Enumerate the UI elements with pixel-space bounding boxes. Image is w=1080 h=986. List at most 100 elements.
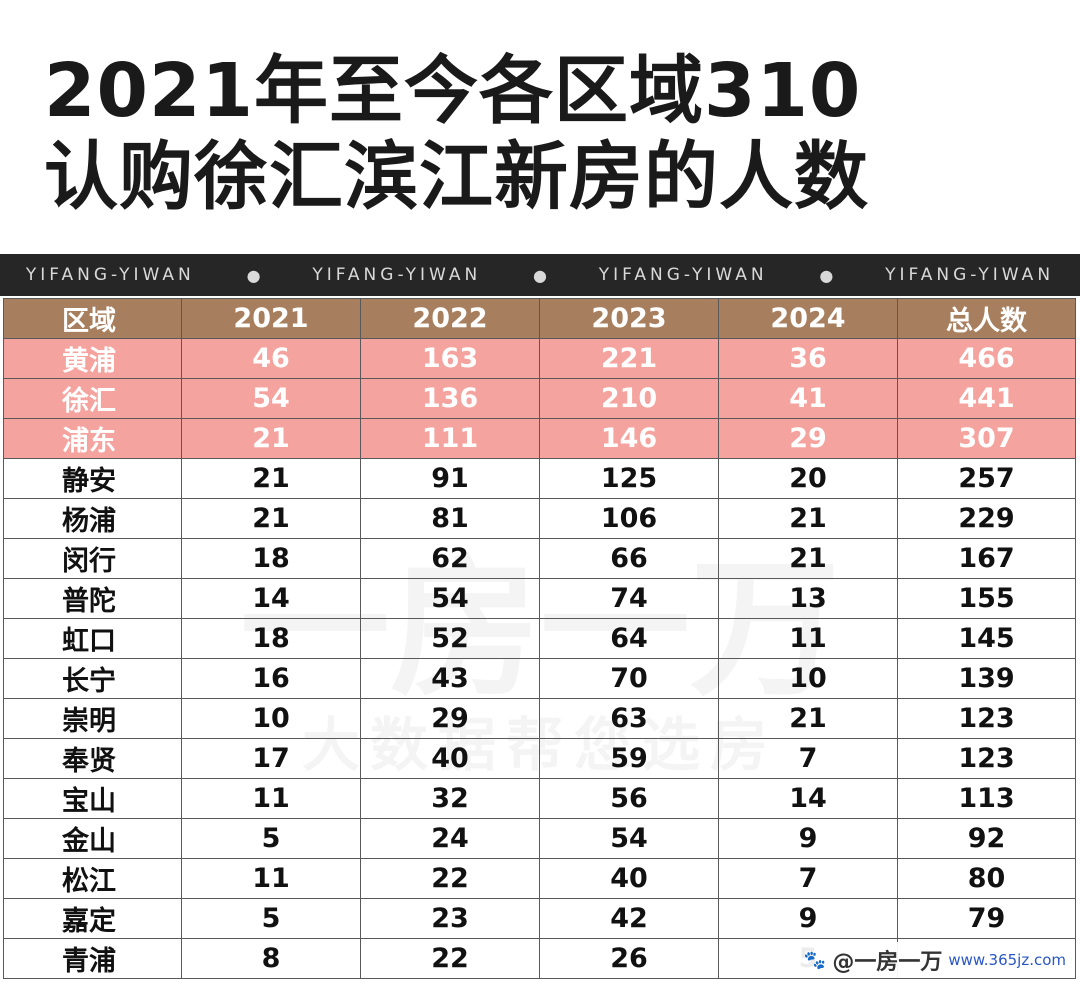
table-row: 浦东 21 111 146 29 307	[3, 418, 1076, 459]
brand-text: YIFANG-YIWAN	[598, 265, 768, 285]
cell-2021: 10	[181, 698, 361, 739]
cell-2024: 20	[718, 458, 898, 499]
table-row: 松江 11 22 40 7 80	[3, 858, 1076, 899]
cell-region: 崇明	[3, 698, 182, 739]
cell-2022: 24	[360, 818, 540, 859]
cell-region: 杨浦	[3, 498, 182, 539]
cell-2022: 23	[360, 898, 540, 939]
cell-2022: 22	[360, 858, 540, 899]
cell-2023: 70	[539, 658, 719, 699]
cell-region: 虹口	[3, 618, 182, 659]
data-table: 区域 2021 2022 2023 2024 总人数 黄浦 46 163 221 36 4…	[3, 298, 1076, 979]
cell-2023: 54	[539, 818, 719, 859]
cell-2022: 52	[360, 618, 540, 659]
cell-2021: 18	[181, 618, 361, 659]
cell-2022: 163	[360, 338, 540, 379]
paw-icon: 🐾	[803, 949, 827, 971]
cell-2021: 11	[181, 858, 361, 899]
cell-2024: 14	[718, 778, 898, 819]
table-row: 黄浦 46 163 221 36 466	[3, 338, 1076, 379]
cell-2023: 56	[539, 778, 719, 819]
cell-2022: 29	[360, 698, 540, 739]
cell-2022: 136	[360, 378, 540, 419]
cell-region: 松江	[3, 858, 182, 899]
cell-total: 113	[897, 778, 1076, 819]
cell-2023: 210	[539, 378, 719, 419]
footer-handle: @一房一万	[832, 950, 943, 975]
cell-2024: 13	[718, 578, 898, 619]
cell-region: 普陀	[3, 578, 182, 619]
cell-2021: 11	[181, 778, 361, 819]
cell-region: 宝山	[3, 778, 182, 819]
table-row: 嘉定 5 23 42 9 79	[3, 898, 1076, 939]
cell-total: 466	[897, 338, 1076, 379]
cell-2022: 54	[360, 578, 540, 619]
table-row: 普陀 14 54 74 13 155	[3, 578, 1076, 619]
cell-2021: 16	[181, 658, 361, 699]
table-row: 宝山 11 32 56 14 113	[3, 778, 1076, 819]
cell-region: 徐汇	[3, 378, 182, 419]
cell-region: 静安	[3, 458, 182, 499]
column-header-region: 区域	[3, 298, 182, 339]
cell-2023: 146	[539, 418, 719, 459]
cell-region: 奉贤	[3, 738, 182, 779]
cell-total: 167	[897, 538, 1076, 579]
cell-2021: 18	[181, 538, 361, 579]
cell-2021: 5	[181, 898, 361, 939]
cell-total: 123	[897, 738, 1076, 779]
footer-site: www.365jz.com	[948, 951, 1066, 969]
cell-region: 黄浦	[3, 338, 182, 379]
cell-2024: 21	[718, 698, 898, 739]
page-title-line-1: 2021年至今各区域310	[44, 48, 862, 134]
cell-total: 139	[897, 658, 1076, 699]
cell-2023: 63	[539, 698, 719, 739]
brand-text: YIFANG-YIWAN	[312, 265, 482, 285]
cell-total: 79	[897, 898, 1076, 939]
cell-region: 闵行	[3, 538, 182, 579]
cell-2024: 7	[718, 858, 898, 899]
cell-2023: 64	[539, 618, 719, 659]
bullet-icon: ●	[246, 265, 261, 285]
page-title: 2021年至今各区域310 认购徐汇滨江新房的人数	[44, 48, 1044, 220]
cell-2024: 29	[718, 418, 898, 459]
column-header-total: 总人数	[897, 298, 1076, 339]
column-header-2022: 2022	[360, 298, 540, 339]
column-header-2021: 2021	[181, 298, 361, 339]
table-row: 虹口 18 52 64 11 145	[3, 618, 1076, 659]
cell-2023: 42	[539, 898, 719, 939]
cell-2024: 9	[718, 898, 898, 939]
cell-2023: 125	[539, 458, 719, 499]
table-row: 静安 21 91 125 20 257	[3, 458, 1076, 499]
table-row: 杨浦 21 81 106 21 229	[3, 498, 1076, 539]
cell-region: 浦东	[3, 418, 182, 459]
cell-2024: 10	[718, 658, 898, 699]
cell-region: 长宁	[3, 658, 182, 699]
cell-2023: 59	[539, 738, 719, 779]
cell-2024: 7	[718, 738, 898, 779]
cell-2024: 36	[718, 338, 898, 379]
cell-2021: 14	[181, 578, 361, 619]
bullet-icon: ●	[819, 265, 834, 285]
table-row: 金山 5 24 54 9 92	[3, 818, 1076, 859]
cell-total: 229	[897, 498, 1076, 539]
table-row: 闵行 18 62 66 21 167	[3, 538, 1076, 579]
cell-total: 307	[897, 418, 1076, 459]
cell-2022: 22	[360, 938, 540, 979]
footer-credit: 🐾 @一房一万 www.365jz.com	[797, 942, 1072, 978]
cell-2024: 9	[718, 818, 898, 859]
cell-2023: 26	[539, 938, 719, 979]
table-body: 黄浦 46 163 221 36 466 徐汇 54 136 210 41 441 浦东 21 111 146…	[3, 338, 1076, 979]
cell-2024: 41	[718, 378, 898, 419]
cell-total: 123	[897, 698, 1076, 739]
cell-region: 青浦	[3, 938, 182, 979]
cell-2022: 91	[360, 458, 540, 499]
cell-2021: 21	[181, 458, 361, 499]
brand-text: YIFANG-YIWAN	[885, 265, 1055, 285]
cell-total: 441	[897, 378, 1076, 419]
cell-2023: 66	[539, 538, 719, 579]
cell-2024: 11	[718, 618, 898, 659]
cell-2022: 32	[360, 778, 540, 819]
cell-region: 嘉定	[3, 898, 182, 939]
cell-total: 257	[897, 458, 1076, 499]
cell-2024: 21	[718, 498, 898, 539]
